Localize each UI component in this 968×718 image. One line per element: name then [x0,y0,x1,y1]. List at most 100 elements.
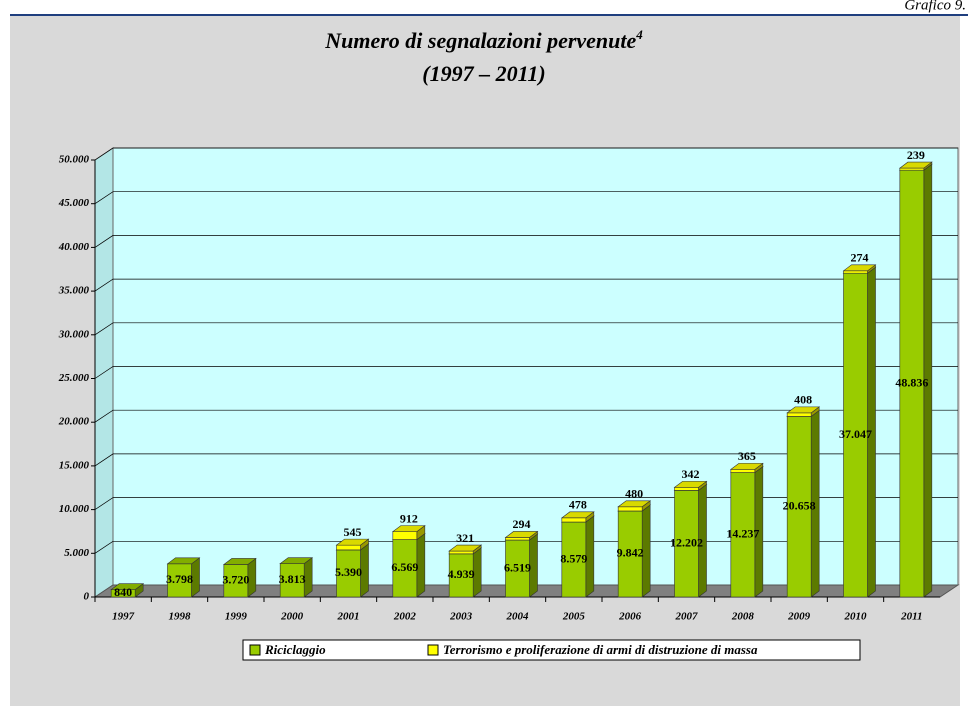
bar [674,487,699,491]
y-tick-label: 15.000 [59,459,90,471]
data-label: 408 [794,393,812,407]
data-label: 14.237 [726,527,759,541]
y-tick-label: 10.000 [59,503,90,515]
data-label: 3.813 [279,572,306,586]
y-tick-label: 30.000 [58,328,90,340]
data-label: 5.390 [335,565,362,579]
bar-top [504,531,539,538]
bar [505,539,530,598]
x-tick-label: 2003 [449,611,473,623]
bar-top [898,161,933,169]
data-label: 840 [114,585,132,599]
y-tick-label: 25.000 [58,372,90,384]
data-label: 239 [907,148,925,162]
data-label: 294 [513,517,531,531]
chart-subtitle: (1997 – 2011) [422,61,545,86]
y-tick-label: 45.000 [58,197,90,209]
grid-line [94,147,958,161]
bar [167,563,192,598]
data-label: 6.519 [504,560,531,574]
grid-line [94,278,958,292]
bar-top [729,463,764,470]
bar-top [222,558,257,565]
bar [786,412,812,417]
x-tick-label: 2000 [280,611,304,623]
grid-line [94,322,958,336]
bar [561,521,587,598]
bar [223,564,249,598]
grid-line [94,409,958,423]
bar [730,469,756,473]
x-tick-label: 1997 [112,611,135,623]
data-label: 342 [682,467,700,481]
data-label: 3.720 [222,572,249,586]
x-tick-label: 2009 [787,611,811,623]
y-tick-label: 35.000 [58,285,90,297]
data-label: 321 [456,531,474,545]
bar [336,549,361,598]
data-label: 480 [625,487,643,501]
y-tick-label: 40.000 [58,241,90,253]
x-tick-label: 1998 [169,611,192,623]
grid-line [94,453,958,467]
bar [561,517,587,523]
grid-line [94,235,958,248]
bar [392,539,418,598]
bar [448,553,474,598]
bar [843,272,868,598]
bar [730,472,756,598]
title-footnote: 4 [635,27,643,42]
data-label: 12.202 [670,535,703,549]
data-label: 274 [851,251,869,265]
data-label: 9.842 [617,546,644,560]
header: Grafico 9. [904,0,966,13]
data-label: 545 [344,525,362,539]
bar-top [166,557,201,565]
grid-line [94,191,958,204]
x-tick-label: 2006 [618,611,642,623]
bar [674,490,699,598]
bar-top [279,557,314,564]
bar-top [842,264,877,272]
x-tick-label: 2001 [337,611,360,623]
bar [899,167,925,171]
x-tick-label: 2011 [900,611,922,623]
bar [617,506,643,512]
legend-swatch [249,644,261,656]
y-tick-label: 50.000 [59,154,90,166]
data-label: 8.579 [560,551,587,565]
data-label: 912 [400,511,418,525]
bar-top [335,538,370,546]
bar-top [391,525,426,532]
x-tick-label: 2002 [393,611,417,623]
x-tick-label: 2010 [844,611,868,623]
x-tick-label: 1999 [225,611,248,623]
bar-top [448,544,483,552]
bar [899,169,925,598]
bar-top [617,500,652,508]
data-label: 37.047 [839,427,872,441]
data-label: 6.569 [391,560,418,574]
y-tick-label: 0 [84,591,90,603]
x-tick-label: 2007 [675,611,699,623]
data-label: 20.658 [783,498,816,512]
bar-top [786,406,821,414]
bar-top [110,583,145,590]
bar [505,537,530,541]
data-label: 4.939 [448,567,475,581]
bar [843,270,868,274]
bar [392,531,418,540]
legend-label: Riciclaggio [264,642,326,657]
grid-line [94,366,958,379]
chart-title: Numero di segnalazioni pervenute4 [324,27,643,53]
bar [448,550,474,555]
legend [242,639,861,661]
legend-swatch [427,644,439,656]
data-label: 365 [738,449,756,463]
data-label: 48.836 [895,375,928,389]
x-tick-label: 2008 [731,611,755,623]
bar-top [673,481,708,488]
data-label: 478 [569,498,587,512]
